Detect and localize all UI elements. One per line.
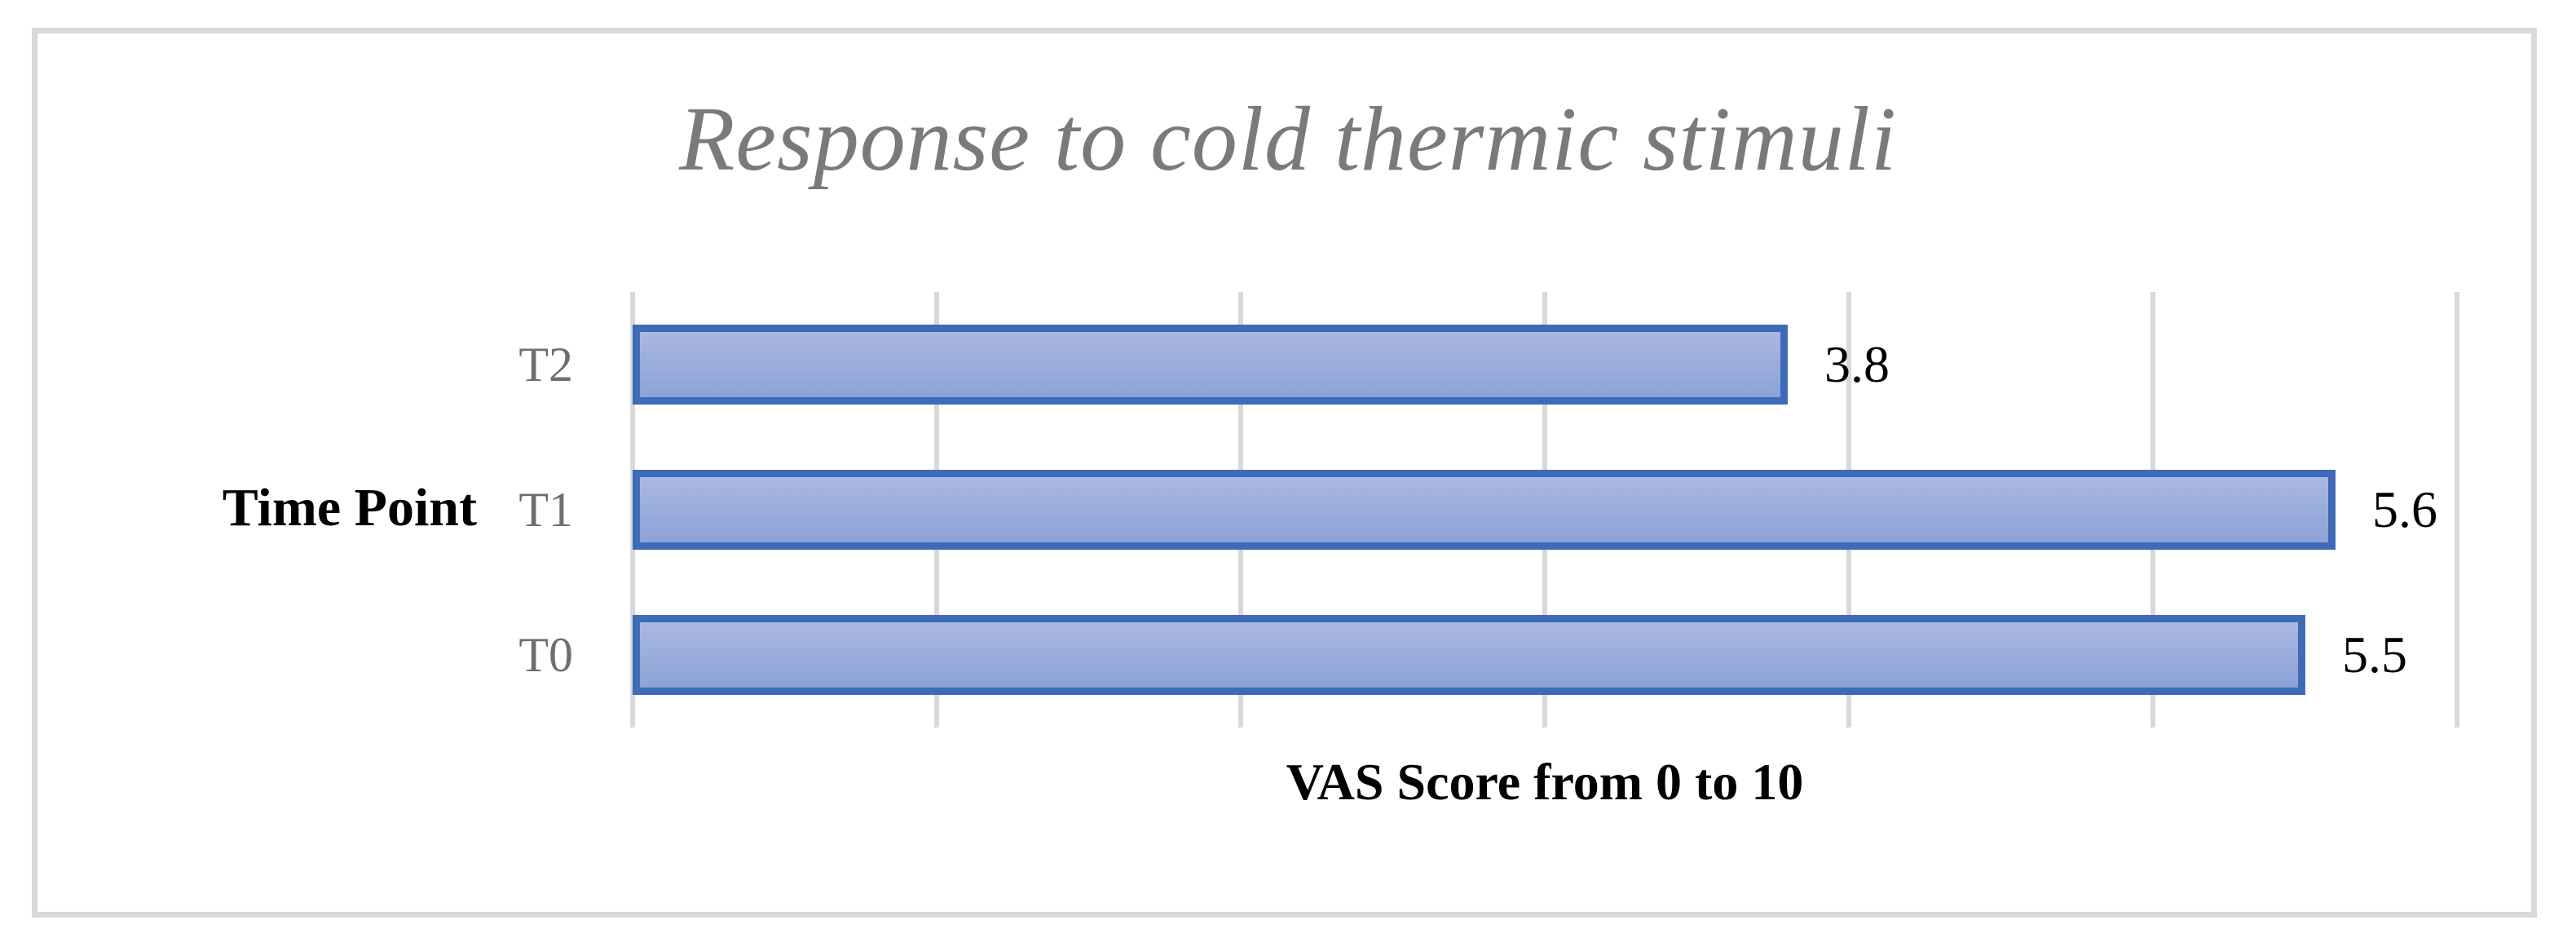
y-axis-title: Time Point [222, 477, 477, 537]
bar-T1 [633, 470, 2336, 550]
chart-title: Response to cold thermic stimuli [678, 89, 1897, 190]
value-label-T2: 3.8 [1824, 335, 1890, 393]
plot-area: 3.8 5.6 5.5 [630, 292, 2459, 728]
value-label-T1: 5.6 [2372, 480, 2437, 538]
category-label-T2: T2 [518, 337, 573, 391]
figure-border [32, 28, 2537, 918]
value-label-T0: 5.5 [2342, 626, 2407, 683]
category-label-T1: T1 [518, 482, 573, 537]
x-axis-title: VAS Score from 0 to 10 [1286, 753, 1804, 811]
bar-T2 [633, 325, 1788, 405]
category-label-T0: T0 [518, 627, 573, 682]
gridline-x-6 [2455, 292, 2459, 728]
bar-T0 [633, 615, 2305, 695]
